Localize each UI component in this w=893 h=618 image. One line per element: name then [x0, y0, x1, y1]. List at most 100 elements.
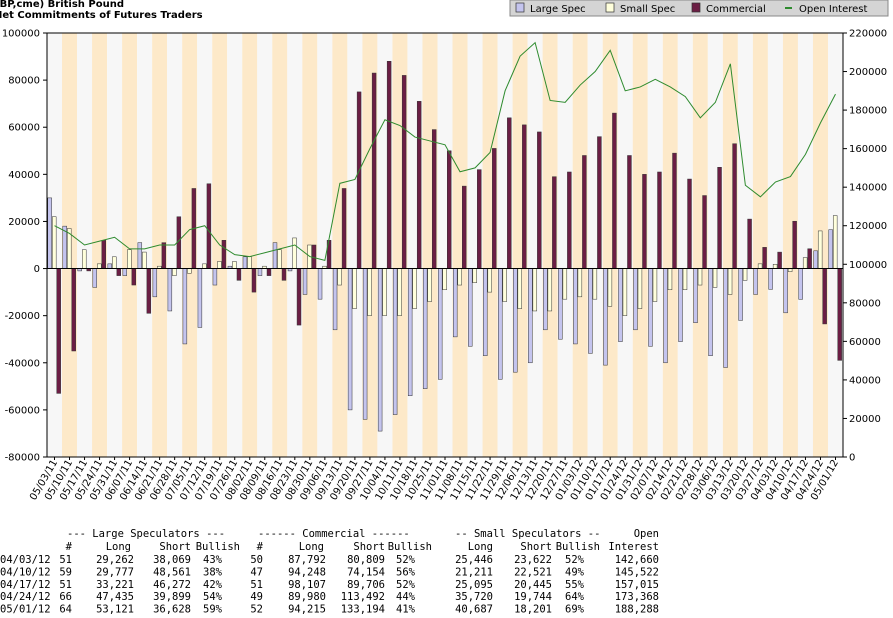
bar [633, 268, 638, 331]
bar [127, 249, 132, 269]
table-cell: 89,980 [288, 591, 326, 603]
bar [182, 268, 188, 345]
bar [747, 218, 752, 269]
table-cell: 42% [203, 579, 223, 591]
table-cell: 142,660 [615, 554, 659, 566]
week-band [767, 33, 783, 457]
bar [101, 240, 106, 269]
bar [397, 268, 402, 316]
bar [723, 268, 728, 368]
table-cell: 52% [396, 554, 416, 566]
y-tick-label: 60000 [8, 123, 40, 134]
week-band [617, 33, 633, 457]
y2-tick-label: 140000 [849, 183, 887, 194]
bar [657, 171, 662, 269]
legend-swatch [515, 2, 525, 13]
week-band [137, 33, 153, 457]
table-cell: 35,720 [455, 591, 493, 603]
bar [468, 268, 473, 347]
bar [597, 136, 602, 269]
table-cell: 41% [396, 604, 416, 616]
bar [272, 242, 278, 269]
y-tick-label: -60000 [5, 405, 40, 416]
table-cell: 36,628 [153, 604, 191, 616]
bar [573, 268, 578, 345]
table-header: Short [520, 541, 552, 553]
bar [131, 268, 137, 286]
bar [577, 268, 583, 298]
bar [562, 268, 568, 300]
table-cell: 05/01/12 [0, 604, 51, 616]
week-band [542, 33, 558, 457]
table-header: # [257, 541, 264, 553]
legend-label: Large Spec [530, 4, 586, 15]
plot-area [47, 41, 843, 432]
bar [422, 268, 428, 389]
bar [401, 75, 407, 269]
table-cell: 157,015 [615, 579, 659, 591]
table-cell: 53,121 [96, 604, 134, 616]
table-cell: 59 [59, 566, 72, 578]
bar [648, 268, 653, 347]
bar [457, 268, 462, 286]
table-cell: 04/17/12 [0, 579, 51, 591]
table-cell: 29,777 [96, 566, 134, 578]
bar [242, 256, 248, 269]
bar [56, 268, 61, 394]
bar [732, 143, 737, 269]
table-cell: 89,706 [347, 579, 385, 591]
table-cell: 46,272 [153, 579, 191, 591]
bar [137, 242, 143, 269]
table-cell: 50 [250, 554, 263, 566]
bar [172, 268, 177, 276]
table: --- Large Speculators --- ------ Commerci… [0, 528, 659, 616]
bar [317, 268, 323, 300]
table-cell: 64% [565, 591, 585, 603]
bar [708, 268, 713, 356]
bar [753, 268, 758, 295]
bar [71, 268, 76, 352]
table-header: Bullish [388, 541, 432, 553]
bar [341, 188, 347, 269]
table-group-header: ------ Commercial ------ [258, 528, 410, 540]
week-band [572, 33, 588, 457]
table-cell: 51 [59, 554, 72, 566]
week-band [647, 33, 663, 457]
chart-title: (BP,cme) British Pound [0, 0, 124, 10]
week-band [797, 33, 813, 457]
bar [757, 263, 763, 269]
bar [266, 268, 272, 276]
week-band [317, 33, 333, 457]
y2-tick-label: 80000 [849, 298, 881, 309]
table-cell: 04/24/12 [0, 591, 51, 603]
table-cell: 49% [565, 566, 585, 578]
bar [337, 268, 342, 286]
bar [347, 268, 353, 411]
bar [462, 185, 467, 269]
bar [386, 61, 392, 269]
bar [507, 117, 512, 269]
week-band [692, 33, 708, 457]
legend-swatch [605, 2, 615, 13]
y2-tick-label: 20000 [849, 414, 881, 425]
bar [727, 268, 733, 295]
bar [603, 268, 608, 366]
bar [356, 91, 362, 269]
week-band [92, 33, 108, 457]
bar [251, 268, 257, 293]
bar [212, 268, 218, 286]
legend-label: Commercial [706, 4, 766, 15]
bar [612, 112, 617, 269]
bar [622, 268, 628, 316]
bar [712, 268, 718, 288]
bar [663, 268, 668, 364]
bar [206, 183, 212, 269]
table-cell: 80,809 [347, 554, 385, 566]
table-cell: 188,288 [615, 604, 659, 616]
y-tick-label: 0 [34, 264, 40, 275]
bar [142, 251, 147, 269]
bar [447, 150, 452, 269]
bar [392, 268, 398, 415]
bar [472, 268, 477, 283]
